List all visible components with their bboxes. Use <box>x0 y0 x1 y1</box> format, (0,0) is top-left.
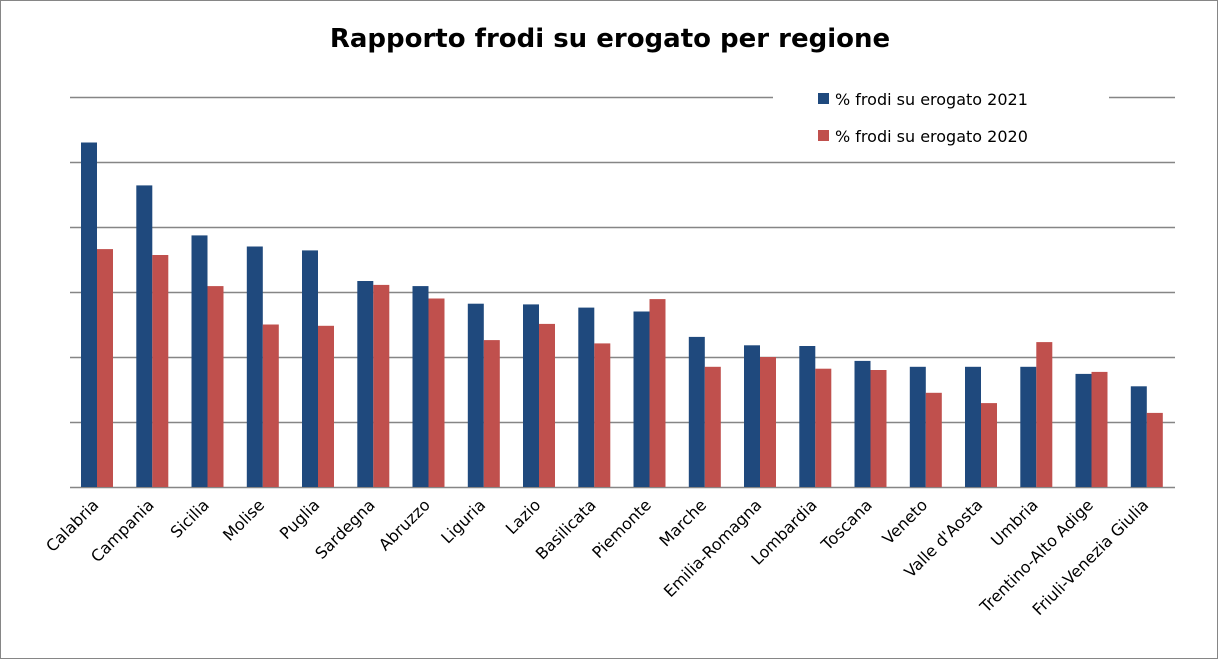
bar-2021 <box>81 142 97 487</box>
bar-2021 <box>688 336 705 487</box>
bar-2021 <box>1020 366 1037 488</box>
x-tick-label: Puglia <box>276 495 324 543</box>
x-tick-label: Piemonte <box>588 495 655 562</box>
legend-swatch-2020 <box>818 130 829 141</box>
x-tick-label: Umbria <box>987 495 1042 550</box>
bar-2020 <box>760 357 776 487</box>
bar-2020 <box>539 323 555 487</box>
bar-2020 <box>262 324 279 487</box>
x-tick-label: Basilicata <box>532 495 600 563</box>
bars <box>81 142 1163 488</box>
legend-label-2020: % frodi su erogato 2020 <box>835 127 1028 146</box>
x-tick-label: Emilia-Romagna <box>660 495 766 601</box>
bar-2021 <box>523 304 539 487</box>
bar-2020 <box>1036 342 1053 487</box>
bar-2021 <box>412 286 429 487</box>
bar-2020 <box>428 298 445 487</box>
bar-2021 <box>302 250 318 487</box>
bar-2021 <box>633 311 650 487</box>
bar-2020 <box>649 299 666 487</box>
bar-2021 <box>467 303 484 487</box>
bar-2021 <box>578 307 595 487</box>
legend-swatch-2021 <box>818 93 829 104</box>
bar-2020 <box>594 343 611 487</box>
x-tick-label: Marche <box>655 495 710 550</box>
bar-2021 <box>1075 373 1092 487</box>
bar-2021 <box>357 281 374 487</box>
gridlines <box>70 96 1175 489</box>
x-tick-label: Liguria <box>437 495 489 547</box>
bar-2020 <box>207 286 224 487</box>
bar-2020 <box>483 340 500 487</box>
bar-2020 <box>704 366 721 488</box>
bar-2020 <box>925 392 942 488</box>
x-tick-label: Molise <box>219 495 268 544</box>
x-tick-label: Lazio <box>502 495 545 538</box>
x-tick-label: Toscana <box>817 495 876 554</box>
bar-2020 <box>815 368 832 487</box>
bar-2020 <box>870 370 887 487</box>
bar-2020 <box>981 403 997 487</box>
bar-2020 <box>152 255 169 487</box>
bar-2021 <box>1130 386 1147 488</box>
chart-title: Rapporto frodi su erogato per regione <box>330 24 890 54</box>
bar-2021 <box>909 366 926 488</box>
bar-2020 <box>1146 412 1163 487</box>
x-tick-label: Abruzzo <box>375 495 434 554</box>
x-tick-label: Sicilia <box>167 495 213 541</box>
bar-2021 <box>191 235 208 487</box>
bar-2021 <box>965 366 981 488</box>
bar-2020 <box>1091 371 1108 487</box>
bar-2021 <box>854 360 871 487</box>
bar-2020 <box>318 325 334 487</box>
bar-2020 <box>373 284 390 487</box>
legend: % frodi su erogato 2021 % frodi su eroga… <box>773 81 1109 151</box>
bar-2021 <box>246 246 263 487</box>
bar-2021 <box>136 185 153 487</box>
legend-label-2021: % frodi su erogato 2021 <box>835 90 1028 109</box>
x-tick-label: Sardegna <box>311 495 378 562</box>
bar-2020 <box>97 249 113 487</box>
bar-2021 <box>799 346 816 487</box>
x-tick-label: Veneto <box>878 495 931 548</box>
bar-2021 <box>744 345 760 487</box>
